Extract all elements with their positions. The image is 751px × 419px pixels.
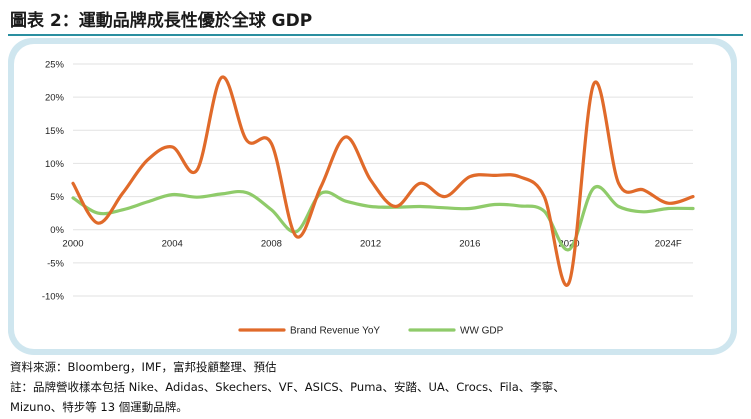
y-tick-label: 0% [50, 225, 64, 236]
x-tick-label: 2016 [459, 239, 480, 250]
grid-lines [73, 63, 693, 297]
legend-label-brand-revenue-yoy: Brand Revenue YoY [290, 326, 380, 337]
sample-note-line-1: 註：品牌營收樣本包括 Nike、Adidas、Skechers、VF、ASICS… [10, 380, 565, 394]
x-tick-label: 2020 [558, 239, 579, 250]
y-tick-label: 15% [45, 126, 65, 137]
y-tick-label: 20% [45, 93, 65, 104]
y-tick-label: 5% [50, 192, 64, 203]
y-tick-label: -10% [42, 292, 65, 303]
y-tick-label: 10% [45, 159, 65, 170]
x-tick-label: 2004 [162, 239, 183, 250]
y-axis-ticks: 25% 20% 15% 10% 5% 0% -5% -10% [42, 60, 65, 303]
legend: Brand Revenue YoY WW GDP [238, 326, 504, 337]
title-divider [8, 34, 743, 36]
x-tick-label: 2024F [655, 239, 682, 250]
x-tick-label: 2008 [261, 239, 282, 250]
legend-label-ww-gdp: WW GDP [460, 326, 504, 337]
figure-title: 圖表 2：運動品牌成長性優於全球 GDP [10, 11, 313, 31]
figure-header: 圖表 2：運動品牌成長性優於全球 GDP [0, 0, 751, 36]
figure-notes: 資料來源：Bloomberg，IMF，富邦投顧整理、預估 註：品牌營收樣本包括 … [10, 357, 745, 417]
y-tick-label: 25% [45, 60, 65, 71]
series-lines [71, 75, 695, 287]
source-note: 資料來源：Bloomberg，IMF，富邦投顧整理、預估 [10, 360, 277, 374]
sample-note-line-2: Mizuno、特步等 13 個運動品牌。 [10, 400, 188, 414]
x-tick-label: 2012 [360, 239, 381, 250]
y-tick-label: -5% [47, 258, 64, 269]
x-axis-ticks: 2000 2004 2008 2012 2016 2020 2024F [62, 239, 681, 250]
series-line-ww-gdp [71, 184, 695, 252]
x-tick-label: 2000 [62, 239, 83, 250]
series-line-brand-revenue-yoy [71, 75, 695, 287]
